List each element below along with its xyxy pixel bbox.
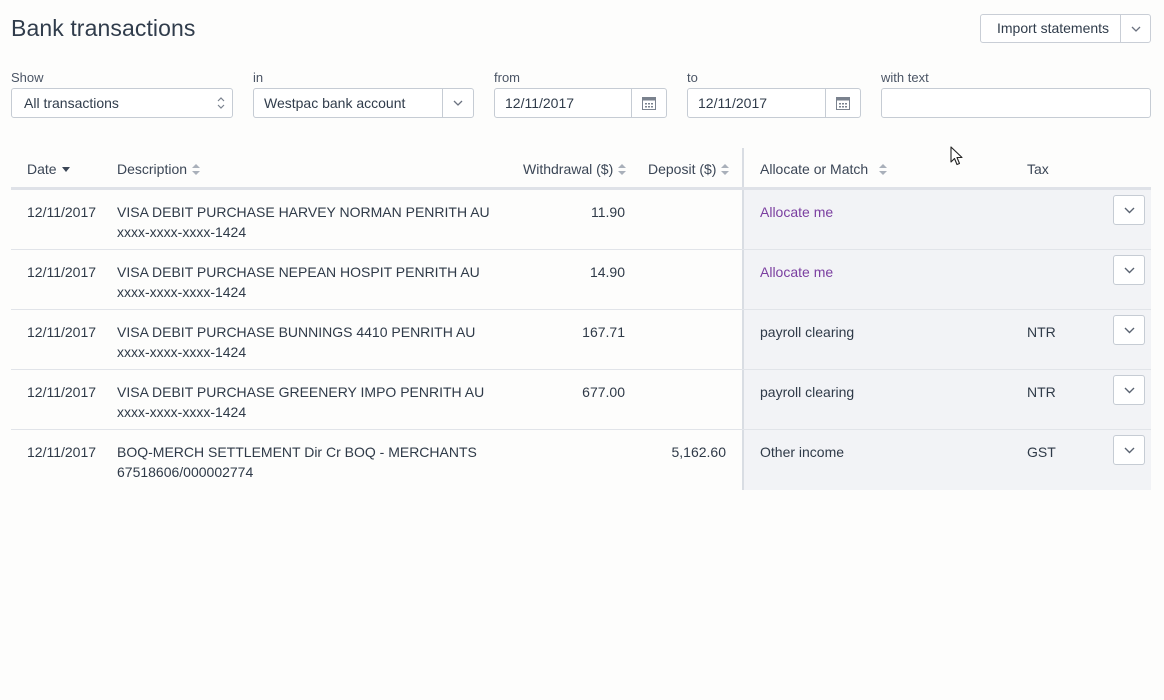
page-title: Bank transactions [11, 15, 196, 41]
account-value: Westpac bank account [264, 95, 406, 111]
chevron-down-icon [1124, 267, 1134, 273]
row-description-line1: VISA DEBIT PURCHASE BUNNINGS 4410 PENRIT… [117, 324, 476, 340]
allocate-panel [743, 190, 1151, 490]
row-withdrawal: 677.00 [582, 384, 625, 400]
sort-icon [721, 163, 730, 175]
row-description-line1: VISA DEBIT PURCHASE GREENERY IMPO PENRIT… [117, 384, 485, 400]
row-description-line2: xxxx-xxxx-xxxx-1424 [117, 344, 247, 360]
column-withdrawal-label: Withdrawal ($) [523, 161, 614, 177]
table-row[interactable]: 12/11/2017 VISA DEBIT PURCHASE HARVEY NOR… [11, 190, 1151, 250]
import-statements-label: Import statements [997, 20, 1110, 36]
import-menu-toggle[interactable] [1120, 15, 1150, 42]
row-withdrawal: 167.71 [582, 324, 625, 340]
row-date: 12/11/2017 [27, 264, 97, 280]
column-deposit-label: Deposit ($) [648, 161, 717, 177]
table-row[interactable]: 12/11/2017 VISA DEBIT PURCHASE GREENERY I… [11, 370, 1151, 430]
chevron-down-icon [1131, 26, 1140, 32]
row-expand-button[interactable] [1113, 255, 1145, 285]
account-dropdown-toggle[interactable] [442, 89, 473, 117]
row-deposit: 5,162.60 [671, 444, 727, 460]
row-withdrawal: 14.90 [589, 264, 625, 280]
search-text-input[interactable] [881, 88, 1151, 118]
to-calendar-button[interactable] [825, 89, 860, 117]
table-row[interactable]: 12/11/2017 VISA DEBIT PURCHASE NEPEAN HOS… [11, 250, 1151, 310]
row-expand-button[interactable] [1113, 375, 1145, 405]
row-date: 12/11/2017 [27, 324, 97, 340]
column-tax-label: Tax [1027, 161, 1049, 177]
chevron-down-icon [1124, 207, 1134, 213]
row-description: VISA DEBIT PURCHASE HARVEY NORMAN PENRIT… [117, 202, 490, 242]
from-date-input[interactable]: 12/11/2017 [494, 88, 667, 118]
from-date-value: 12/11/2017 [505, 95, 575, 111]
calendar-icon [642, 96, 656, 110]
row-expand-button[interactable] [1113, 315, 1145, 345]
account-select[interactable]: Westpac bank account [253, 88, 474, 118]
column-divider [742, 148, 744, 490]
column-deposit[interactable]: Deposit ($) [648, 161, 730, 177]
import-statements-button[interactable]: Import statements [980, 14, 1151, 43]
column-withdrawal[interactable]: Withdrawal ($) [523, 161, 627, 177]
show-label: Show [11, 70, 44, 85]
with-text-label: with text [881, 70, 929, 85]
column-date[interactable]: Date [27, 161, 70, 177]
allocate-me-link[interactable]: Allocate me [760, 264, 834, 280]
row-description-line2: 67518606/000002774 [117, 464, 254, 480]
in-label: in [253, 70, 264, 85]
row-description: VISA DEBIT PURCHASE NEPEAN HOSPIT PENRIT… [117, 262, 480, 302]
row-tax: NTR [1027, 324, 1056, 340]
row-allocation: Other income [760, 444, 845, 460]
calendar-icon [836, 96, 850, 110]
column-tax: Tax [1027, 161, 1049, 177]
chevron-down-icon [1124, 327, 1134, 333]
row-allocation: payroll clearing [760, 324, 855, 340]
row-expand-button[interactable] [1113, 195, 1145, 225]
from-label: from [494, 70, 520, 85]
table-row[interactable]: 12/11/2017 BOQ-MERCH SETTLEMENT Dir Cr BO… [11, 430, 1151, 490]
row-description: VISA DEBIT PURCHASE GREENERY IMPO PENRIT… [117, 382, 484, 422]
chevron-down-icon [453, 100, 463, 106]
column-description-label: Description [117, 161, 188, 177]
row-allocation: payroll clearing [760, 384, 855, 400]
column-allocate-label: Allocate or Match [760, 161, 869, 177]
to-date-value: 12/11/2017 [698, 95, 768, 111]
to-date-input[interactable]: 12/11/2017 [687, 88, 861, 118]
updown-icon [210, 89, 232, 117]
column-date-label: Date [27, 161, 57, 177]
from-calendar-button[interactable] [631, 89, 666, 117]
sort-down-icon [61, 166, 70, 172]
table-row[interactable]: 12/11/2017 VISA DEBIT PURCHASE BUNNINGS 4… [11, 310, 1151, 370]
row-withdrawal: 11.90 [591, 204, 625, 220]
chevron-down-icon [1124, 447, 1134, 453]
row-date: 12/11/2017 [27, 204, 97, 220]
row-description: VISA DEBIT PURCHASE BUNNINGS 4410 PENRIT… [117, 322, 475, 362]
show-value: All transactions [24, 95, 119, 111]
row-description-line2: xxxx-xxxx-xxxx-1424 [117, 404, 247, 420]
chevron-down-icon [1124, 387, 1134, 393]
row-date: 12/11/2017 [27, 384, 97, 400]
sort-icon [879, 163, 888, 175]
sort-icon [192, 163, 201, 175]
row-description-line1: BOQ-MERCH SETTLEMENT Dir Cr BOQ - MERCHA… [117, 444, 477, 460]
row-description-line1: VISA DEBIT PURCHASE NEPEAN HOSPIT PENRIT… [117, 264, 480, 280]
search-text-value [882, 89, 1150, 117]
column-allocate[interactable]: Allocate or Match [760, 161, 888, 177]
column-description[interactable]: Description [117, 161, 201, 177]
table-header: Date Description Withdrawal ($) Deposit … [11, 148, 1151, 190]
row-description-line1: VISA DEBIT PURCHASE HARVEY NORMAN PENRIT… [117, 204, 490, 220]
row-expand-button[interactable] [1113, 435, 1145, 465]
to-label: to [687, 70, 698, 85]
show-select[interactable]: All transactions [11, 88, 233, 118]
row-description-line2: xxxx-xxxx-xxxx-1424 [117, 224, 247, 240]
allocate-me-link[interactable]: Allocate me [760, 204, 834, 220]
row-description: BOQ-MERCH SETTLEMENT Dir Cr BOQ - MERCHA… [117, 442, 477, 482]
row-date: 12/11/2017 [27, 444, 97, 460]
row-tax: GST [1027, 444, 1056, 460]
row-description-line2: xxxx-xxxx-xxxx-1424 [117, 284, 247, 300]
mouse-cursor-icon [950, 146, 963, 166]
sort-icon [618, 163, 627, 175]
row-tax: NTR [1027, 384, 1056, 400]
